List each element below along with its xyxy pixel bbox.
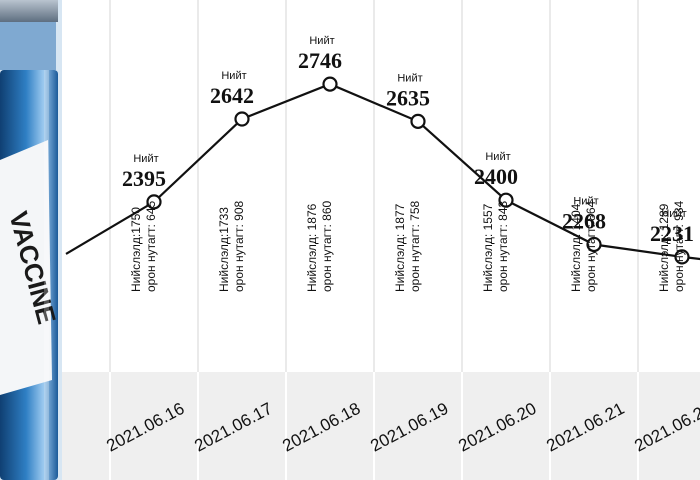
data-points [146, 76, 690, 265]
data-labels: Нийт2395Нийт2642Нийт2746Нийт2635Нийт2400… [122, 35, 694, 246]
rural-breakdown-label: орон нутагт: 843 [496, 200, 510, 292]
total-caption-label: Нийт [133, 153, 158, 165]
total-value-label: 2746 [298, 48, 342, 73]
breakdown-group: Нийслэлд: 1876 орон нутагт: 860 [305, 200, 334, 292]
vial-cap [0, 0, 58, 22]
capital-breakdown-label: Нийслэлд: 1289 [657, 203, 671, 292]
total-value-label: 2635 [386, 85, 430, 110]
grid-lines [109, 0, 639, 372]
vial-highlight [44, 70, 49, 480]
data-point [586, 236, 602, 253]
capital-breakdown-label: Нийслэлд: 1876 [305, 203, 319, 292]
data-point [674, 249, 690, 265]
breakdown-group: Нийслэлд: 1404 орон нутагт: 864 [569, 200, 598, 292]
breakdown-group: Нийслэлд: 1289 орон нутагт: 934 [657, 200, 686, 292]
rural-breakdown-label: орон нутагт: 864 [584, 200, 598, 292]
breakdown-group: Нийслэлд: 1877 орон нутагт: 758 [393, 200, 422, 292]
rural-breakdown-label: орон нутагт: 860 [320, 200, 334, 292]
total-caption-label: Нийт [661, 208, 686, 220]
breakdown-group: Нийслэлд:1750 орон нутагт: 645 [129, 200, 158, 292]
total-caption-label: Нийт [309, 35, 334, 47]
date-band [62, 372, 700, 480]
data-point [234, 111, 250, 127]
breakdown-group: Нийслэлд: 1557 орон нутагт: 843 [481, 200, 510, 292]
data-point [410, 113, 426, 129]
capital-breakdown-label: Нийслэлд: 1404 [569, 203, 583, 292]
capital-breakdown-label: Нийслэлд: 1557 [481, 203, 495, 292]
capital-breakdown-label: Нийслэлд:1750 [129, 207, 143, 292]
rural-breakdown-label: орон нутагт: 645 [144, 200, 158, 292]
data-point [322, 76, 338, 92]
capital-breakdown-label: Нийслэлд: 1877 [393, 203, 407, 292]
breakdown-labels: Нийслэлд:1750 орон нутагт: 645 Нийслэлд:17… [129, 200, 686, 292]
vial-label [0, 140, 52, 395]
total-value-label: 2268 [562, 208, 606, 233]
rural-breakdown-label: орон нутагт: 758 [408, 200, 422, 292]
rural-breakdown-label: орон нутагт: 908 [232, 200, 246, 292]
vial-neck [0, 22, 56, 70]
total-value-label: 2642 [210, 83, 254, 108]
total-caption-label: Нийт [397, 72, 422, 84]
total-caption-label: Нийт [485, 151, 510, 163]
total-value-label: 2231 [650, 221, 694, 246]
total-value-label: 2395 [122, 166, 166, 191]
capital-breakdown-label: Нийслэлд:1733 [217, 207, 231, 292]
breakdown-group: Нийслэлд:1733 орон нутагт: 908 [217, 200, 246, 292]
vaccine-vial-image: VACCINE [0, 0, 62, 480]
rural-breakdown-label: орон нутагт: 934 [672, 200, 686, 292]
data-point [498, 192, 514, 208]
total-caption-label: Нийт [221, 70, 246, 82]
date-dividers [109, 372, 639, 480]
total-caption-label: Нийт [573, 195, 598, 207]
data-point [146, 194, 162, 210]
total-value-label: 2400 [474, 164, 518, 189]
